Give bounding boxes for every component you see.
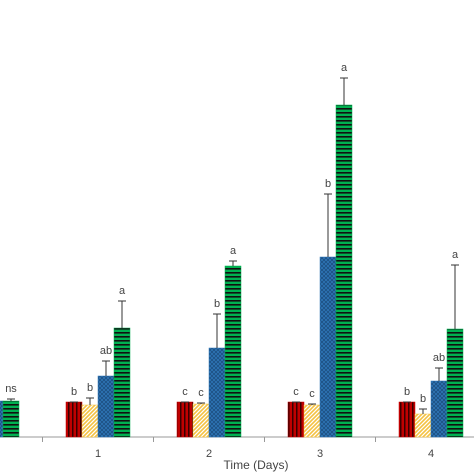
significance-label: a <box>119 285 126 297</box>
bar <box>303 404 321 438</box>
error-bar <box>229 260 237 266</box>
bar <box>319 256 337 438</box>
x-tick-label: 1 <box>95 448 101 460</box>
error-bar <box>451 264 459 329</box>
error-bar <box>86 397 94 405</box>
significance-label: b <box>325 178 331 190</box>
bar <box>446 328 464 438</box>
significance-label: ab <box>100 345 112 357</box>
bar <box>224 265 242 438</box>
significance-label: c <box>182 386 188 398</box>
significance-label: a <box>230 245 237 257</box>
bar <box>113 327 131 438</box>
bar <box>176 401 194 438</box>
x-tick-label: 4 <box>428 448 434 460</box>
bar <box>81 404 99 438</box>
significance-label: c <box>293 386 299 398</box>
significance-label: a <box>452 249 459 261</box>
significance-label: b <box>71 386 77 398</box>
x-tick-label: 2 <box>206 448 212 460</box>
significance-label: a <box>341 62 348 74</box>
bar <box>287 401 305 438</box>
significance-label: c <box>309 388 315 400</box>
bar <box>335 104 353 438</box>
error-bar <box>213 313 221 348</box>
bar <box>65 401 83 438</box>
x-tick-label: 3 <box>317 448 323 460</box>
error-bar <box>118 300 126 328</box>
bar <box>414 413 432 438</box>
significance-label: ns <box>5 383 17 395</box>
error-bar <box>197 402 205 404</box>
significance-label: ab <box>433 352 445 364</box>
bar <box>398 401 416 438</box>
significance-label: b <box>420 393 426 405</box>
significance-label: b <box>214 298 220 310</box>
bar <box>97 375 115 438</box>
x-axis-title: Time (Days) <box>224 458 289 472</box>
error-bar <box>419 408 427 414</box>
bar <box>192 403 210 438</box>
error-bar <box>435 367 443 381</box>
significance-label: b <box>87 382 93 394</box>
bar <box>0 400 4 438</box>
error-bar <box>7 398 15 401</box>
bar <box>208 347 226 438</box>
bar <box>2 400 20 438</box>
significance-label: c <box>198 387 204 399</box>
significance-label: b <box>404 386 410 398</box>
error-bar <box>102 360 110 376</box>
error-bar <box>340 77 348 105</box>
error-bar <box>324 193 332 257</box>
bar <box>430 380 448 438</box>
error-bar <box>308 403 316 405</box>
